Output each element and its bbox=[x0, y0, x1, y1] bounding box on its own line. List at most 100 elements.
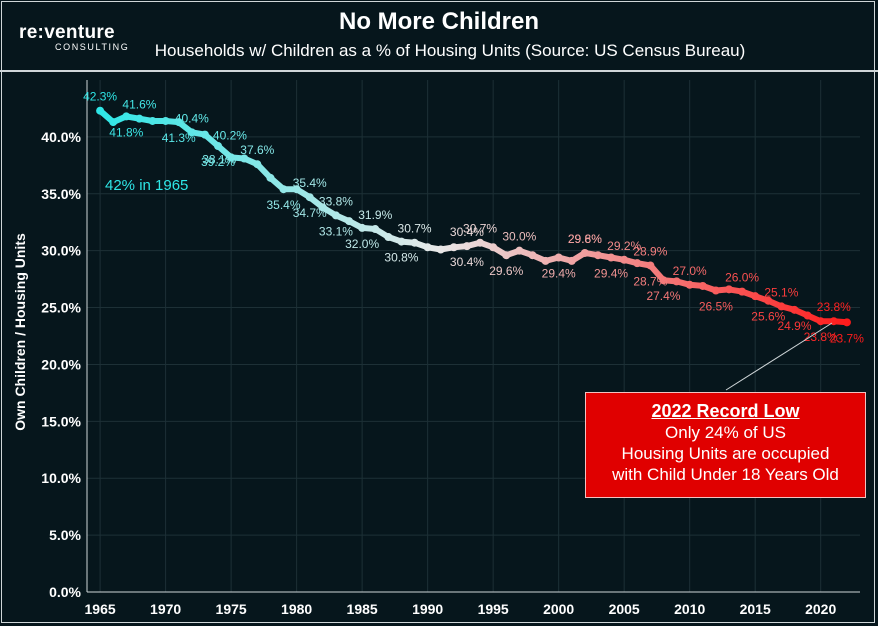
x-tick-label: 1995 bbox=[478, 601, 509, 617]
data-point bbox=[240, 154, 249, 163]
data-point bbox=[279, 185, 288, 194]
data-point bbox=[345, 217, 354, 226]
data-label: 25.6% bbox=[751, 310, 785, 324]
brand-logo: re:venture bbox=[19, 22, 115, 43]
data-point bbox=[633, 259, 642, 268]
data-point bbox=[764, 296, 773, 305]
data-point bbox=[567, 256, 576, 265]
data-point bbox=[646, 261, 655, 270]
data-point bbox=[593, 251, 602, 260]
data-label: 41.3% bbox=[162, 131, 196, 145]
data-label: 34.7% bbox=[293, 206, 327, 220]
data-point bbox=[698, 281, 707, 290]
data-point bbox=[502, 251, 511, 260]
data-label: 30.7% bbox=[463, 222, 497, 236]
x-tick-label: 2020 bbox=[805, 601, 836, 617]
data-label: 41.8% bbox=[109, 125, 143, 139]
annotation-1965: 42% in 1965 bbox=[105, 177, 188, 194]
data-point bbox=[528, 251, 537, 260]
data-point bbox=[672, 277, 681, 286]
callout-line-3: with Child Under 18 Years Old bbox=[612, 465, 839, 484]
data-point bbox=[489, 243, 498, 252]
data-label: 27.0% bbox=[673, 264, 707, 278]
data-label: 25.1% bbox=[764, 285, 798, 299]
y-tick-label: 0.0% bbox=[49, 584, 81, 600]
data-point bbox=[620, 255, 629, 264]
data-label: 23.7% bbox=[830, 331, 864, 345]
callout-line-2: Housing Units are occupied bbox=[621, 444, 830, 463]
data-label: 31.9% bbox=[358, 208, 392, 222]
x-tick-label: 2015 bbox=[740, 601, 771, 617]
data-label: 27.4% bbox=[646, 289, 680, 303]
data-point bbox=[738, 287, 747, 296]
data-point bbox=[541, 256, 550, 265]
header: re:venture CONSULTING No More Children H… bbox=[0, 0, 878, 72]
data-point bbox=[724, 285, 733, 294]
data-label: 40.4% bbox=[175, 111, 209, 125]
x-tick-label: 1975 bbox=[216, 601, 247, 617]
data-point bbox=[410, 238, 419, 247]
callout-line-1: Only 24% of US bbox=[665, 423, 786, 442]
data-point bbox=[462, 242, 471, 251]
y-tick-label: 10.0% bbox=[41, 470, 81, 486]
y-tick-label: 35.0% bbox=[41, 186, 81, 202]
data-point bbox=[227, 153, 236, 162]
data-point bbox=[371, 225, 380, 234]
data-label: 30.7% bbox=[398, 222, 432, 236]
data-label: 28.9% bbox=[633, 244, 667, 258]
data-label: 29.4% bbox=[542, 266, 576, 280]
data-point bbox=[711, 286, 720, 295]
data-label: 30.0% bbox=[502, 230, 536, 244]
data-label: 35.4% bbox=[267, 198, 301, 212]
x-tick-label: 1970 bbox=[150, 601, 181, 617]
data-point bbox=[423, 243, 432, 252]
data-label: 33.8% bbox=[319, 194, 353, 208]
y-tick-label: 5.0% bbox=[49, 527, 81, 543]
data-label: 33.1% bbox=[319, 224, 353, 238]
callout-title: 2022 Record Low bbox=[651, 401, 800, 421]
page-subtitle: Households w/ Children as a % of Housing… bbox=[154, 41, 746, 60]
data-point bbox=[607, 253, 616, 262]
record-low-callout: 2022 Record Low Only 24% of US Housing U… bbox=[585, 392, 866, 498]
data-point bbox=[397, 237, 406, 246]
data-label: 32.0% bbox=[345, 237, 379, 251]
data-point bbox=[292, 185, 301, 194]
data-point bbox=[659, 276, 668, 285]
x-tick-label: 2010 bbox=[674, 601, 705, 617]
data-point bbox=[253, 160, 262, 169]
data-point bbox=[200, 130, 209, 139]
data-point bbox=[96, 106, 105, 115]
data-label: 30.8% bbox=[384, 251, 418, 265]
data-point bbox=[358, 223, 367, 232]
data-label: 23.8% bbox=[804, 330, 838, 344]
data-label: 29.6% bbox=[568, 232, 602, 246]
data-label: 26.0% bbox=[725, 271, 759, 285]
data-label: 26.5% bbox=[699, 299, 733, 313]
y-tick-label: 30.0% bbox=[41, 243, 81, 259]
data-point bbox=[777, 302, 786, 311]
data-label: 29.2% bbox=[607, 239, 641, 253]
data-label: 29.4% bbox=[594, 266, 628, 280]
data-point bbox=[515, 246, 524, 255]
brand-tagline: CONSULTING bbox=[55, 42, 130, 52]
series-line bbox=[97, 107, 850, 326]
data-label: 41.6% bbox=[122, 98, 156, 112]
data-point bbox=[161, 116, 170, 125]
data-label: 40.2% bbox=[213, 129, 247, 143]
data-point bbox=[790, 305, 799, 314]
data-label: 24.9% bbox=[777, 319, 811, 333]
data-label: 37.6% bbox=[240, 143, 274, 157]
data-points bbox=[96, 106, 851, 327]
data-label: 39.2% bbox=[201, 155, 235, 169]
y-axis-label: Own Children / Housing Units bbox=[12, 233, 28, 431]
data-point bbox=[685, 280, 694, 289]
x-tick-label: 1990 bbox=[412, 601, 443, 617]
y-tick-label: 20.0% bbox=[41, 356, 81, 372]
x-tick-label: 2000 bbox=[543, 601, 574, 617]
data-point bbox=[266, 173, 275, 182]
y-tick-label: 25.0% bbox=[41, 300, 81, 316]
data-point bbox=[476, 238, 485, 247]
data-label: 42.3% bbox=[83, 90, 117, 104]
y-tick-label: 15.0% bbox=[41, 413, 81, 429]
